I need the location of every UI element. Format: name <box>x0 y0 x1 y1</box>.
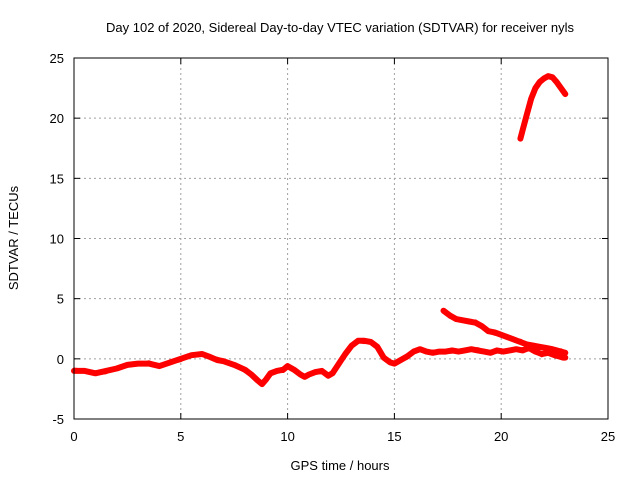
x-tick-label: 25 <box>601 429 615 444</box>
y-tick-label: 5 <box>57 292 64 307</box>
x-tick-label: 15 <box>387 429 401 444</box>
y-tick-label: 15 <box>50 171 64 186</box>
series-scatter-main <box>72 339 567 387</box>
series-scatter-late-surge <box>518 73 567 139</box>
y-tick-label: 25 <box>50 51 64 66</box>
y-tick-label: 0 <box>57 352 64 367</box>
series-layer <box>71 73 569 388</box>
series-scatter-upper-branch <box>442 309 567 354</box>
y-tick-label: 10 <box>50 232 64 247</box>
x-axis-label: GPS time / hours <box>291 458 390 473</box>
x-tick-label: 0 <box>70 429 77 444</box>
y-tick-label: 20 <box>50 111 64 126</box>
x-tick-label: 10 <box>280 429 294 444</box>
chart-title: Day 102 of 2020, Sidereal Day-to-day VTE… <box>106 20 574 35</box>
x-tick-label: 5 <box>177 429 184 444</box>
ticks: 0 5 10 15 20 25 -5 0 5 10 15 20 25 <box>50 51 616 444</box>
y-tick-label: -5 <box>52 412 64 427</box>
y-axis-label: SDTVAR / TECUs <box>6 185 21 290</box>
x-tick-label: 20 <box>494 429 508 444</box>
